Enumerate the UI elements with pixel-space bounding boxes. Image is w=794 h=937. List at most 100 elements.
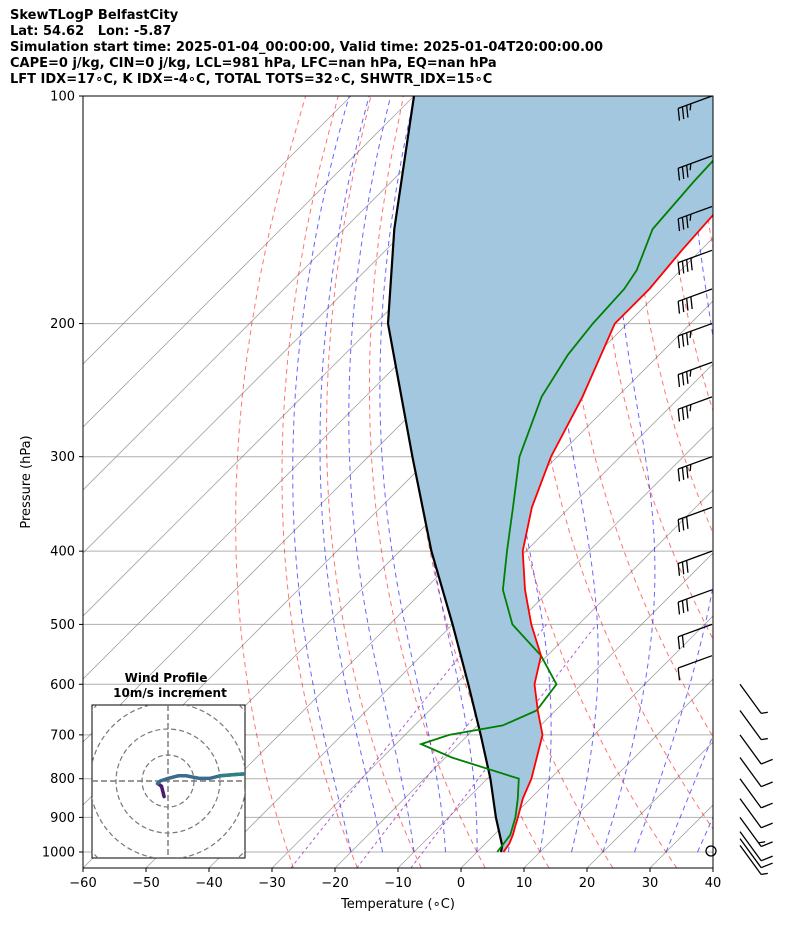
isotherm-line [776,96,794,868]
calm-wind-circle [705,845,717,857]
barb-flag [690,296,693,310]
x-tick-label: −60 [69,876,96,891]
barb-flag [689,369,692,377]
y-tick-label: 500 [50,618,75,633]
y-axis-ticks: 100 200 300 400 500 600 700 800 900 1000 [42,90,83,860]
parcel-profile-line [386,96,504,853]
dry-adiabat-line [597,96,713,641]
wind-barb [677,249,713,276]
barb-flag [760,781,773,788]
y-tick-label: 400 [50,545,75,560]
barb-flag [681,166,685,180]
barb-flag [689,404,692,412]
barb-staff [677,506,713,521]
isotherm-line [83,96,478,491]
wind-barb [677,155,713,181]
barb-staff [739,710,762,741]
barb-flag [685,599,689,612]
barb-flag [677,468,681,482]
y-tick-label: 100 [50,90,75,105]
barb-flag [685,371,689,384]
isotherm-line [208,363,713,868]
dewpoint-profile-line [418,159,713,853]
x-tick-label: −40 [195,876,222,891]
wind-barb [739,710,768,741]
dry-adiabat-line [762,96,794,868]
barb-flag [685,516,689,529]
barb-flag [681,299,685,313]
y-tick-label: 700 [50,728,75,743]
moist-adiabat-line [379,96,446,853]
barb-flag [761,711,768,715]
barb-staff [677,655,713,669]
barb-staff [677,396,713,410]
barb-flag [677,409,681,422]
isotherm-line [83,96,352,365]
wind-barb [739,844,768,876]
x-tick-label: −50 [132,876,159,891]
barb-flag [685,105,689,118]
barb-flag [689,163,692,171]
wind-barb [677,623,713,650]
barb-flag [760,822,773,829]
barb-flag [677,262,681,276]
x-tick-label: −20 [321,876,348,891]
barb-flag [758,841,766,844]
wind-barb [739,838,773,869]
barb-flag [677,602,681,615]
barb-staff [739,757,762,788]
chart-title: SkewTLogP BelfastCity [10,8,179,23]
barb-staff [677,623,713,638]
barb-flag [677,374,681,387]
barb-staff [739,734,762,765]
wind-barb [677,456,713,482]
barb-staff [739,817,762,847]
dry-adiabat-line [631,96,713,535]
wind-barb [739,798,773,829]
barb-flag [689,331,692,339]
moist-adiabat-line [665,733,713,853]
x-tick-label: 0 [457,876,465,891]
wind-barb [739,683,768,715]
barb-flag [760,862,773,869]
mixing-ratio-line [290,624,486,868]
barb-flag [689,464,692,472]
barb-flag [677,667,681,681]
dry-adiabat-line [235,96,307,868]
barb-flag [677,301,681,314]
barb-flag [681,407,685,421]
barb-flag [761,872,768,876]
x-tick-label: −10 [384,876,411,891]
y-tick-label: 800 [50,772,75,787]
barb-staff [677,589,713,603]
moist-adiabat-line [292,96,352,853]
barb-staff [739,683,762,714]
x-tick-label: 30 [642,876,659,891]
barb-staff [739,798,762,829]
barb-flag [685,298,689,311]
barb-flag [681,600,685,613]
barb-flag [685,465,689,479]
wind-barb [677,396,713,422]
barb-flag [681,372,685,386]
wind-barb [677,205,713,232]
cape-cin-fill [388,96,713,852]
wind-barb [677,95,713,121]
y-tick-label: 200 [50,317,75,332]
barb-flag [677,108,681,121]
barb-staff [739,844,762,875]
y-tick-label: 1000 [42,845,75,860]
barb-flag [760,802,773,809]
wind-barb [739,778,773,809]
dry-adiabat-line [368,96,486,868]
wind-barb [739,817,773,848]
barb-staff [677,205,713,220]
x-tick-label: 40 [705,876,722,891]
dry-adiabat-line [730,96,794,868]
barb-flag [681,467,685,480]
wind-barb [739,734,773,765]
wind-barb [677,361,713,387]
barb-flag [689,103,692,111]
barb-flag [689,214,692,221]
moist-adiabat-line [602,96,656,853]
